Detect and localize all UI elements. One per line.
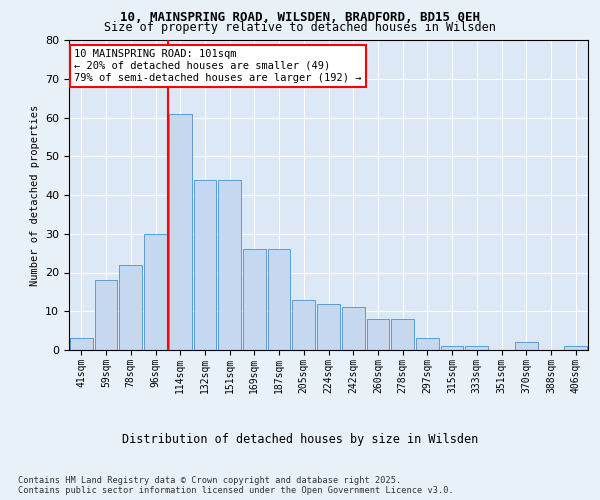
- Bar: [367, 319, 389, 350]
- Bar: [391, 319, 414, 350]
- Bar: [416, 338, 439, 350]
- Bar: [119, 265, 142, 350]
- Bar: [515, 342, 538, 350]
- Bar: [169, 114, 191, 350]
- Text: Size of property relative to detached houses in Wilsden: Size of property relative to detached ho…: [104, 21, 496, 34]
- Y-axis label: Number of detached properties: Number of detached properties: [29, 104, 40, 286]
- Text: 10, MAINSPRING ROAD, WILSDEN, BRADFORD, BD15 0EH: 10, MAINSPRING ROAD, WILSDEN, BRADFORD, …: [120, 11, 480, 24]
- Bar: [218, 180, 241, 350]
- Bar: [342, 308, 365, 350]
- Bar: [268, 249, 290, 350]
- Bar: [144, 234, 167, 350]
- Bar: [70, 338, 93, 350]
- Bar: [441, 346, 463, 350]
- Bar: [466, 346, 488, 350]
- Bar: [194, 180, 216, 350]
- Bar: [243, 249, 266, 350]
- Bar: [317, 304, 340, 350]
- Text: 10 MAINSPRING ROAD: 101sqm
← 20% of detached houses are smaller (49)
79% of semi: 10 MAINSPRING ROAD: 101sqm ← 20% of deta…: [74, 50, 362, 82]
- Bar: [564, 346, 587, 350]
- Text: Contains HM Land Registry data © Crown copyright and database right 2025.
Contai: Contains HM Land Registry data © Crown c…: [18, 476, 454, 495]
- Bar: [292, 300, 315, 350]
- Text: Distribution of detached houses by size in Wilsden: Distribution of detached houses by size …: [122, 432, 478, 446]
- Bar: [95, 280, 118, 350]
